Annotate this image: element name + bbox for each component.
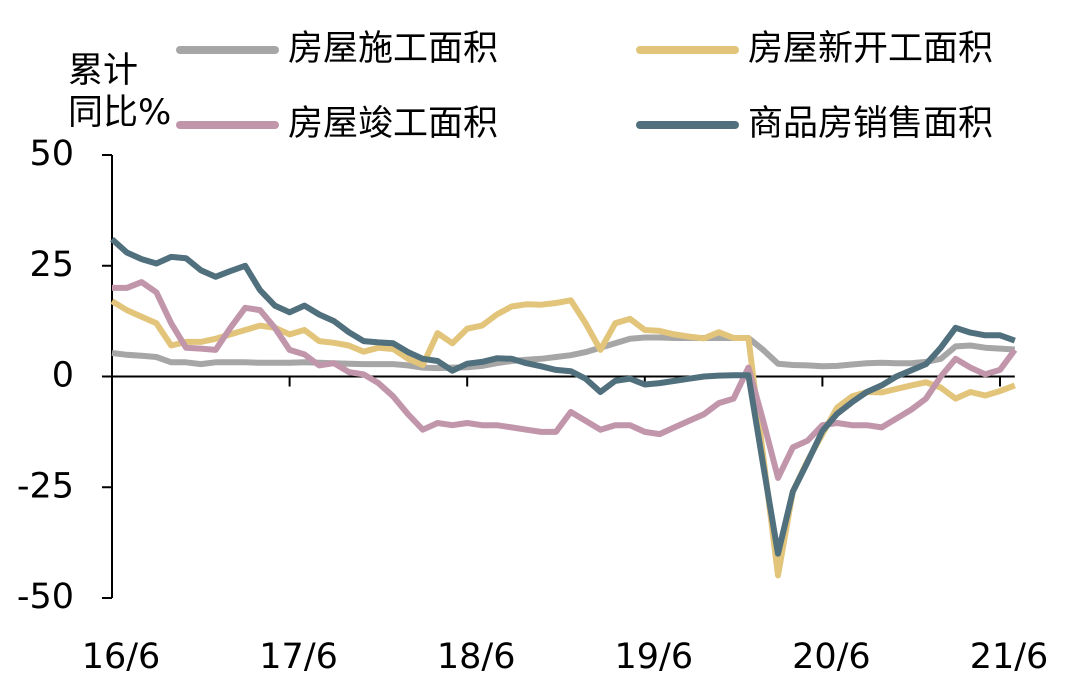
series-line: [112, 279, 1018, 481]
y-tick-label: 50: [29, 134, 74, 174]
legend-label: 房屋施工面积: [288, 29, 498, 69]
legend-label: 商品房销售面积: [748, 104, 993, 144]
x-tick-label: 16/6: [82, 637, 161, 677]
y-axis-label: 同比%: [68, 93, 171, 133]
legend-label: 房屋新开工面积: [748, 29, 993, 69]
series-line: [110, 297, 1016, 579]
series-line: [111, 334, 1015, 372]
y-tick-label: -50: [17, 577, 74, 617]
x-tick-label: 19/6: [614, 637, 693, 677]
y-tick-label: 25: [29, 245, 74, 285]
y-tick-label: -25: [17, 466, 74, 506]
x-tick-label: 21/6: [970, 637, 1049, 677]
x-tick-label: 20/6: [792, 637, 871, 677]
legend-label: 房屋竣工面积: [288, 104, 498, 144]
y-tick-label: 0: [52, 356, 74, 396]
x-tick-label: 17/6: [259, 637, 338, 677]
y-axis-label: 累计: [68, 51, 138, 91]
series-line: [109, 236, 1016, 557]
x-tick-label: 18/6: [437, 637, 516, 677]
